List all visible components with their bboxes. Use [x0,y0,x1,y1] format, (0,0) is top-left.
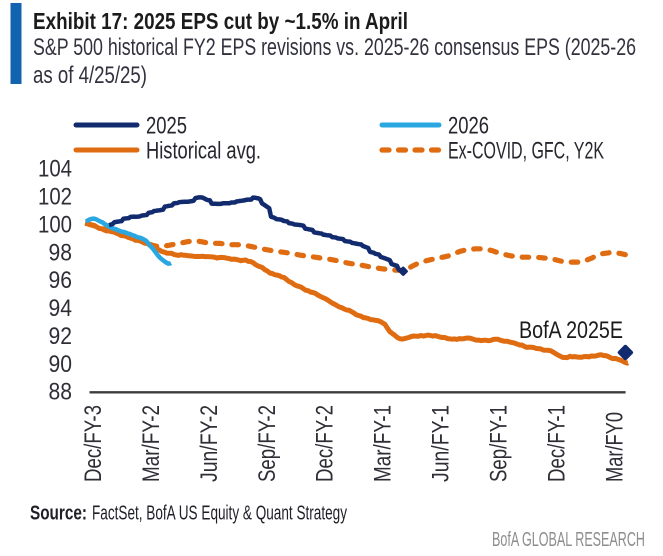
svg-text:Sep/FY-1: Sep/FY-1 [486,405,513,482]
svg-text:88: 88 [49,379,73,406]
svg-text:96: 96 [49,267,73,294]
svg-text:2025: 2025 [146,113,187,140]
svg-text:Jun/FY-2: Jun/FY-2 [196,405,223,482]
svg-text:as of 4/25/25): as of 4/25/25) [33,62,147,89]
svg-text:98: 98 [49,239,73,266]
svg-text:Historical avg.: Historical avg. [146,138,261,165]
svg-text:Mar/FY-2: Mar/FY-2 [138,405,165,482]
svg-text:Sep/FY-2: Sep/FY-2 [254,405,281,482]
svg-text:S&P 500 historical FY2 EPS rev: S&P 500 historical FY2 EPS revisions vs.… [33,34,636,61]
svg-text:Dec/FY-2: Dec/FY-2 [312,405,339,482]
svg-text:BofA GLOBAL RESEARCH: BofA GLOBAL RESEARCH [492,529,645,551]
svg-text:92: 92 [49,323,73,350]
svg-text:104: 104 [38,156,72,183]
svg-text:102: 102 [38,184,72,211]
svg-text:90: 90 [49,351,73,378]
svg-text:Mar/FY0: Mar/FY0 [602,412,629,482]
svg-text:100: 100 [38,211,72,238]
svg-text:Jun/FY-1: Jun/FY-1 [428,405,455,482]
svg-text:Mar/FY-1: Mar/FY-1 [370,405,397,482]
svg-text:FactSet, BofA US Equity & Quan: FactSet, BofA US Equity & Quant Strategy [92,503,347,525]
svg-text:Dec/FY-1: Dec/FY-1 [544,405,571,482]
svg-text:Source:: Source: [30,503,87,525]
svg-text:BofA 2025E: BofA 2025E [519,317,623,344]
svg-text:Ex-COVID, GFC, Y2K: Ex-COVID, GFC, Y2K [448,138,604,165]
svg-text:Exhibit 17: 2025 EPS cut by ~1: Exhibit 17: 2025 EPS cut by ~1.5% in Apr… [33,8,408,34]
svg-text:94: 94 [49,295,73,322]
svg-text:2026: 2026 [448,113,489,140]
svg-text:Dec/FY-3: Dec/FY-3 [80,405,107,482]
